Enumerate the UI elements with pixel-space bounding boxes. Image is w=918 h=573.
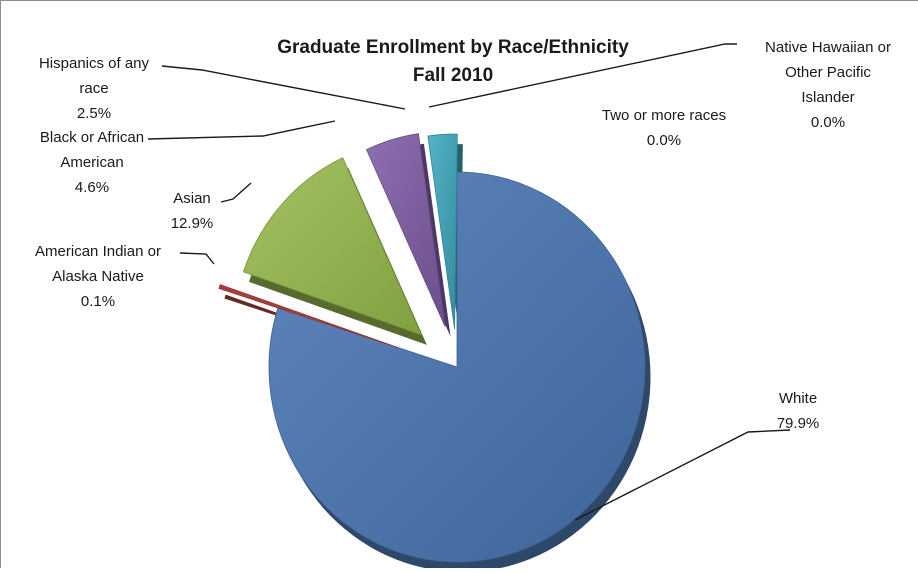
pie-slices	[218, 133, 651, 572]
label-aian-name-line1: American Indian or	[35, 243, 161, 260]
label-nhpi-name-line3: Islander	[801, 89, 854, 106]
label-aian-name-line2: Alaska Native	[52, 268, 144, 285]
label-two-more-value: 0.0%	[647, 132, 681, 149]
label-hispanic-value: 2.5%	[77, 105, 111, 122]
label-nhpi-value: 0.0%	[811, 114, 845, 131]
data-label-native-hawaiian: Native Hawaiian or Other Pacific Islande…	[765, 39, 891, 131]
leader-line-black	[147, 120, 336, 140]
slice-hispanic	[427, 133, 458, 330]
label-asian-value: 12.9%	[171, 215, 214, 232]
label-white-value: 79.9%	[777, 415, 820, 432]
slice-asian	[242, 157, 423, 336]
chart-title-line2: Fall 2010	[413, 65, 493, 86]
label-two-more-name: Two or more races	[602, 107, 726, 124]
data-label-black: Black or African American 4.6%	[40, 129, 144, 196]
leader-line-hispanic	[161, 65, 406, 110]
data-label-two-or-more: Two or more races 0.0%	[602, 107, 726, 149]
label-black-name-line2: American	[60, 154, 123, 171]
label-nhpi-name-line2: Other Pacific	[785, 64, 871, 81]
data-label-hispanic: Hispanics of any race 2.5%	[39, 55, 150, 122]
leader-line-nhpi	[428, 43, 737, 108]
leader-line-asian	[220, 182, 252, 203]
slice-black	[365, 133, 446, 327]
label-hispanic-name-line2: race	[79, 80, 108, 97]
label-black-name-line1: Black or African	[40, 129, 144, 146]
leader-lines	[147, 43, 791, 521]
leader-line-white	[574, 429, 791, 521]
data-label-asian: Asian 12.9%	[171, 190, 214, 232]
label-white-name: White	[779, 390, 817, 407]
label-asian-name: Asian	[173, 190, 211, 207]
label-aian-value: 0.1%	[81, 293, 115, 310]
data-label-american-indian: American Indian or Alaska Native 0.1%	[35, 243, 161, 310]
label-black-value: 4.6%	[75, 179, 109, 196]
label-hispanic-name-line1: Hispanics of any	[39, 55, 150, 72]
slice-aian	[218, 284, 399, 348]
label-nhpi-name-line1: Native Hawaiian or	[765, 39, 891, 56]
slice-white	[268, 171, 646, 563]
chart-title-line1: Graduate Enrollment by Race/Ethnicity	[277, 37, 629, 58]
leader-line-aian	[179, 252, 215, 265]
data-label-white: White 79.9%	[777, 390, 820, 432]
